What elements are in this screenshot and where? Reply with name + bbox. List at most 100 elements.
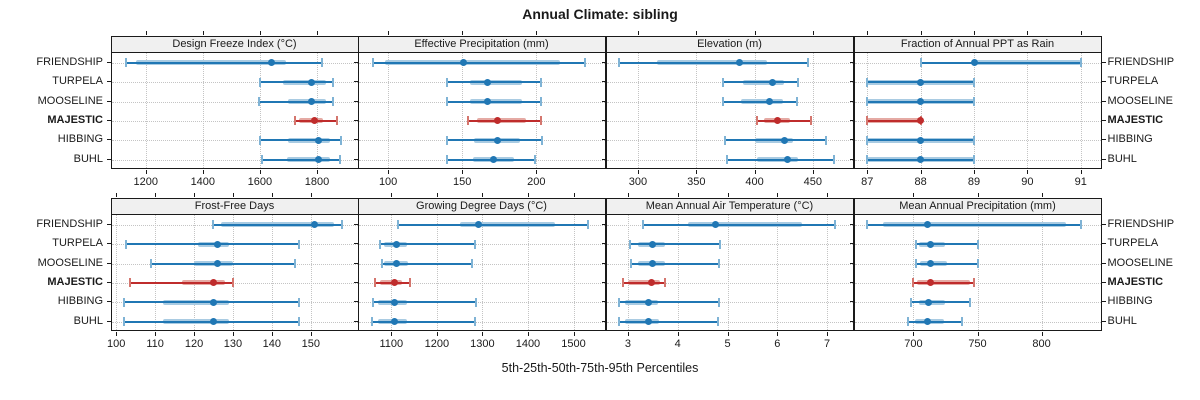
h-gridline <box>111 140 358 142</box>
whisker-cap-high <box>294 259 297 269</box>
row-tick-left <box>106 301 111 303</box>
axis-tick-top <box>194 193 196 197</box>
row-tick-left <box>849 119 854 121</box>
row-tick-right <box>1101 301 1106 303</box>
axis-tick-label: 350 <box>687 175 706 188</box>
median-dot <box>209 318 217 326</box>
row-tick-left <box>849 243 854 245</box>
axis-tick-top <box>116 193 118 197</box>
whisker-cap-high <box>973 135 976 145</box>
whisker-cap-high <box>973 155 976 165</box>
whisker-cap-low <box>122 317 125 327</box>
whisker-cap-low <box>446 155 449 165</box>
site-label-left: MAJESTIC <box>47 275 103 288</box>
whisker-cap-high <box>340 220 343 230</box>
row-tick-left <box>353 61 358 63</box>
whisker-line <box>913 281 974 284</box>
axis-tick-bottom <box>977 331 979 336</box>
v-gridline <box>1027 53 1029 168</box>
whisker-cap-low <box>124 58 127 68</box>
v-gridline <box>867 53 869 168</box>
whisker-line <box>129 281 233 284</box>
axis-tick-bottom <box>271 331 273 336</box>
axis-tick-top <box>637 31 639 35</box>
axis-tick-label: 5 <box>724 337 731 350</box>
v-gridline <box>677 215 679 330</box>
median-dot <box>649 240 657 248</box>
axis-tick-label: 130 <box>223 337 243 350</box>
whisker-line <box>372 301 476 304</box>
whisker-line <box>916 262 978 265</box>
site-label-left: HIBBING <box>57 295 103 308</box>
whisker-line <box>630 262 720 265</box>
row-tick-left <box>849 262 854 264</box>
h-gridline <box>111 282 358 284</box>
axis-tick-top <box>727 193 729 197</box>
row-tick-right <box>1101 139 1106 141</box>
whisker-cap-low <box>725 155 728 165</box>
whisker-cap-low <box>629 239 632 249</box>
whisker-cap-low <box>293 116 296 126</box>
whisker-cap-low <box>374 278 377 288</box>
axis-tick-bottom <box>310 331 312 336</box>
row-tick-left <box>601 320 606 322</box>
site-label-right: MOOSELINE <box>1107 256 1173 269</box>
median-dot <box>311 117 319 125</box>
axis-tick-top <box>145 31 147 35</box>
axis-tick-top <box>462 31 464 35</box>
whisker-cap-low <box>446 77 449 87</box>
whisker-cap-low <box>866 116 869 126</box>
axis-tick-bottom <box>727 331 729 336</box>
whisker-cap-high <box>298 297 301 307</box>
whisker-cap-low <box>446 97 449 107</box>
v-gridline <box>913 215 915 330</box>
axis-tick-bottom <box>1080 169 1082 174</box>
row-tick-right <box>1101 223 1106 225</box>
whisker-cap-high <box>973 77 976 87</box>
axis-tick-bottom <box>1027 169 1029 174</box>
axis-tick-top <box>316 31 318 35</box>
axis-tick-label: 450 <box>803 175 823 188</box>
whisker-line <box>259 81 333 84</box>
row-tick-left <box>106 119 111 121</box>
axis-tick-label: 4 <box>674 337 681 350</box>
v-gridline <box>573 215 575 330</box>
panel-plot <box>854 53 1101 168</box>
row-tick-left <box>601 262 606 264</box>
whisker-line <box>642 223 835 226</box>
panel-title: Mean Annual Air Temperature (°C) <box>606 199 853 215</box>
site-label-right: HIBBING <box>1107 295 1153 308</box>
whisker-cap-high <box>717 297 720 307</box>
whisker-cap-high <box>298 317 301 327</box>
median-dot <box>314 136 322 144</box>
whisker-line <box>619 61 809 64</box>
whisker-cap-low <box>378 239 381 249</box>
panel-plot <box>358 215 605 330</box>
panel-title: Effective Precipitation (mm) <box>358 37 605 53</box>
panel-plot <box>606 53 853 168</box>
row-tick-left <box>849 281 854 283</box>
h-gridline <box>854 82 1101 84</box>
site-label-left: TURPELA <box>52 75 103 88</box>
whisker-cap-low <box>722 77 725 87</box>
whisker-cap-high <box>968 297 971 307</box>
whisker-line <box>125 61 323 64</box>
site-label-left: BUHL <box>73 314 103 327</box>
whisker-cap-low <box>907 317 910 327</box>
axis-tick-label: 400 <box>745 175 764 188</box>
axis-tick-label: 3 <box>624 337 631 350</box>
h-gridline <box>111 101 358 103</box>
site-label-left: FRIENDSHIP <box>36 55 103 68</box>
panel-title: Design Freeze Index (°C) <box>111 37 358 53</box>
whisker-cap-low <box>722 97 725 107</box>
h-gridline <box>358 321 605 323</box>
panel: Design Freeze Index (°C) <box>110 36 359 169</box>
v-gridline <box>527 215 529 330</box>
whisker-line <box>619 320 719 323</box>
axis-tick-bottom <box>920 169 922 174</box>
panel: Growing Degree Days (°C) <box>357 198 606 331</box>
whisker-cap-low <box>866 155 869 165</box>
median-dot <box>390 318 398 326</box>
axis-tick-top <box>627 193 629 197</box>
site-label-right: MAJESTIC <box>1107 113 1164 126</box>
